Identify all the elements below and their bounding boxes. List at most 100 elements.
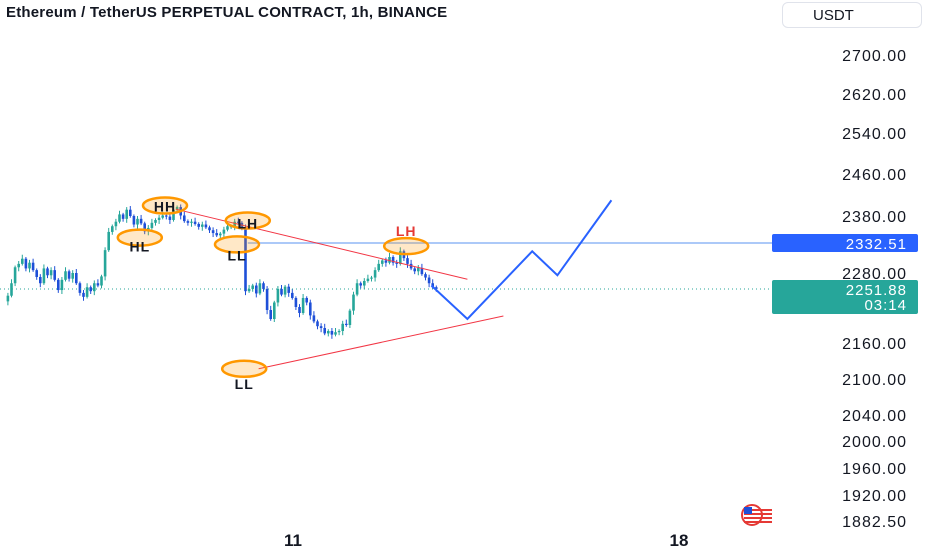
currency-selector[interactable]: USDT xyxy=(782,2,922,28)
candle xyxy=(28,262,31,269)
swing-label: LH xyxy=(237,216,258,232)
candle xyxy=(211,230,215,234)
candle xyxy=(280,288,283,295)
y-axis-tick: 2460.00 xyxy=(842,167,907,184)
candle xyxy=(143,223,146,232)
candle xyxy=(75,273,78,284)
candle xyxy=(417,267,420,272)
candle xyxy=(121,214,125,219)
swing-marker xyxy=(220,359,268,379)
candle xyxy=(319,326,323,328)
candle xyxy=(377,263,380,271)
candle xyxy=(186,221,190,223)
x-axis-tick: 11 xyxy=(284,531,302,550)
candles xyxy=(6,204,438,339)
y-axis-tick: 2100.00 xyxy=(842,372,907,389)
candle xyxy=(420,267,424,275)
candle xyxy=(348,310,352,325)
candle xyxy=(341,323,344,331)
candle xyxy=(125,209,128,219)
candle xyxy=(190,221,193,223)
candle xyxy=(165,215,168,217)
candle xyxy=(233,221,236,227)
candle xyxy=(388,257,391,263)
candle xyxy=(381,260,384,264)
candle xyxy=(10,283,13,296)
x-axis-tick: 18 xyxy=(670,531,689,550)
y-axis-tick: 2620.00 xyxy=(842,87,907,104)
candle xyxy=(424,274,427,278)
candle xyxy=(172,209,175,220)
last-price-tag xyxy=(772,280,918,314)
candle xyxy=(330,331,334,335)
candle xyxy=(273,302,276,319)
chart-title: Ethereum / TetherUS PERPETUAL CONTRACT, … xyxy=(6,4,448,21)
candle xyxy=(251,285,254,289)
candle xyxy=(370,277,373,279)
candle xyxy=(107,231,110,251)
swing-marker xyxy=(116,228,164,247)
candle xyxy=(337,331,341,333)
candle xyxy=(298,307,301,313)
candle xyxy=(395,262,398,264)
swing-marker xyxy=(382,236,430,256)
candle xyxy=(136,218,139,225)
chart-logo-icon xyxy=(741,504,772,526)
candle xyxy=(24,258,28,269)
candle xyxy=(139,218,143,224)
swing-marker xyxy=(224,211,272,230)
candle xyxy=(197,223,200,227)
candle xyxy=(226,226,229,230)
swing-label: HL xyxy=(129,239,150,255)
candle xyxy=(39,276,42,284)
candle xyxy=(111,226,114,232)
candle xyxy=(21,258,24,264)
candle xyxy=(161,215,164,218)
y-axis-tick: 2380.00 xyxy=(842,209,907,226)
candle xyxy=(435,287,438,289)
swing-marker xyxy=(213,235,261,254)
candle xyxy=(49,270,53,276)
candle xyxy=(168,216,172,220)
candle xyxy=(265,288,269,310)
upper-trendline xyxy=(175,208,468,280)
candle xyxy=(17,263,20,268)
candle xyxy=(359,283,362,286)
swing-label: LL xyxy=(235,376,254,392)
candle xyxy=(13,267,17,284)
candle xyxy=(67,271,71,279)
candle xyxy=(85,287,89,297)
candle xyxy=(100,276,103,286)
candle xyxy=(31,262,35,271)
candle xyxy=(323,328,326,334)
y-axis-tick: 2540.00 xyxy=(842,126,907,143)
candle xyxy=(427,277,431,284)
candle xyxy=(103,250,107,277)
candle xyxy=(215,233,218,236)
candle xyxy=(363,280,366,286)
candle xyxy=(71,273,74,279)
candle xyxy=(118,214,121,222)
projection-path xyxy=(430,199,613,321)
candle xyxy=(219,233,222,236)
candle xyxy=(373,270,377,278)
candle xyxy=(183,215,186,222)
y-axis-tick: 1960.00 xyxy=(842,461,907,478)
candle xyxy=(399,251,402,264)
candle xyxy=(208,227,211,231)
candle xyxy=(316,321,319,327)
candle xyxy=(384,260,388,263)
candle xyxy=(237,221,240,223)
candle xyxy=(154,219,157,223)
candle xyxy=(204,224,208,228)
candle xyxy=(46,268,49,276)
candle xyxy=(283,286,287,295)
candle xyxy=(287,286,290,293)
candle xyxy=(312,315,316,322)
last-price-label: 2251.88 xyxy=(846,282,907,299)
candle xyxy=(64,271,67,280)
y-axis-tick: 1882.50 xyxy=(842,514,907,531)
candle xyxy=(193,221,197,224)
candle xyxy=(327,331,330,334)
